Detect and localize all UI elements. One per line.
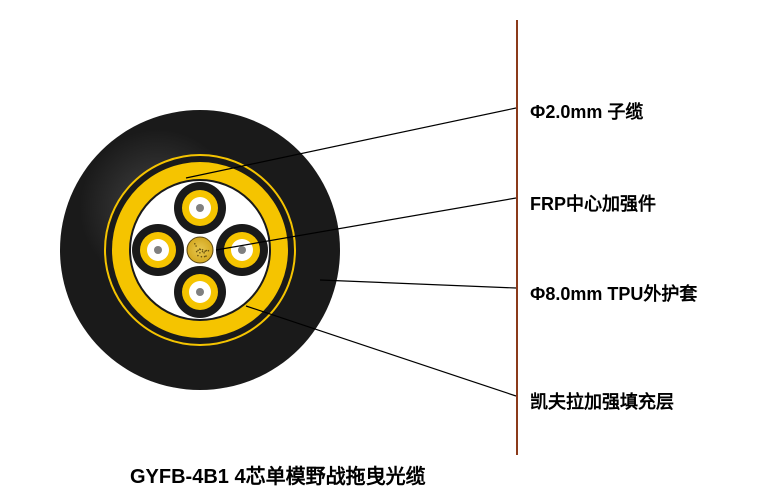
label-sub-cable: Ф2.0mm 子缆 bbox=[530, 98, 643, 124]
label-frp-center: FRP中心加强件 bbox=[530, 190, 656, 216]
label-tpu-jacket: Ф8.0mm TPU外护套 bbox=[530, 280, 697, 306]
label-kevlar-layer: 凯夫拉加强填充层 bbox=[530, 388, 674, 414]
diagram-caption: GYFB-4B1 4芯单模野战拖曳光缆 bbox=[130, 460, 426, 489]
cable-cross-section bbox=[58, 108, 342, 392]
reference-vline bbox=[516, 20, 518, 455]
diagram-container: Ф2.0mm 子缆 FRP中心加强件 Ф8.0mm TPU外护套 凯夫拉加强填充… bbox=[0, 0, 760, 503]
